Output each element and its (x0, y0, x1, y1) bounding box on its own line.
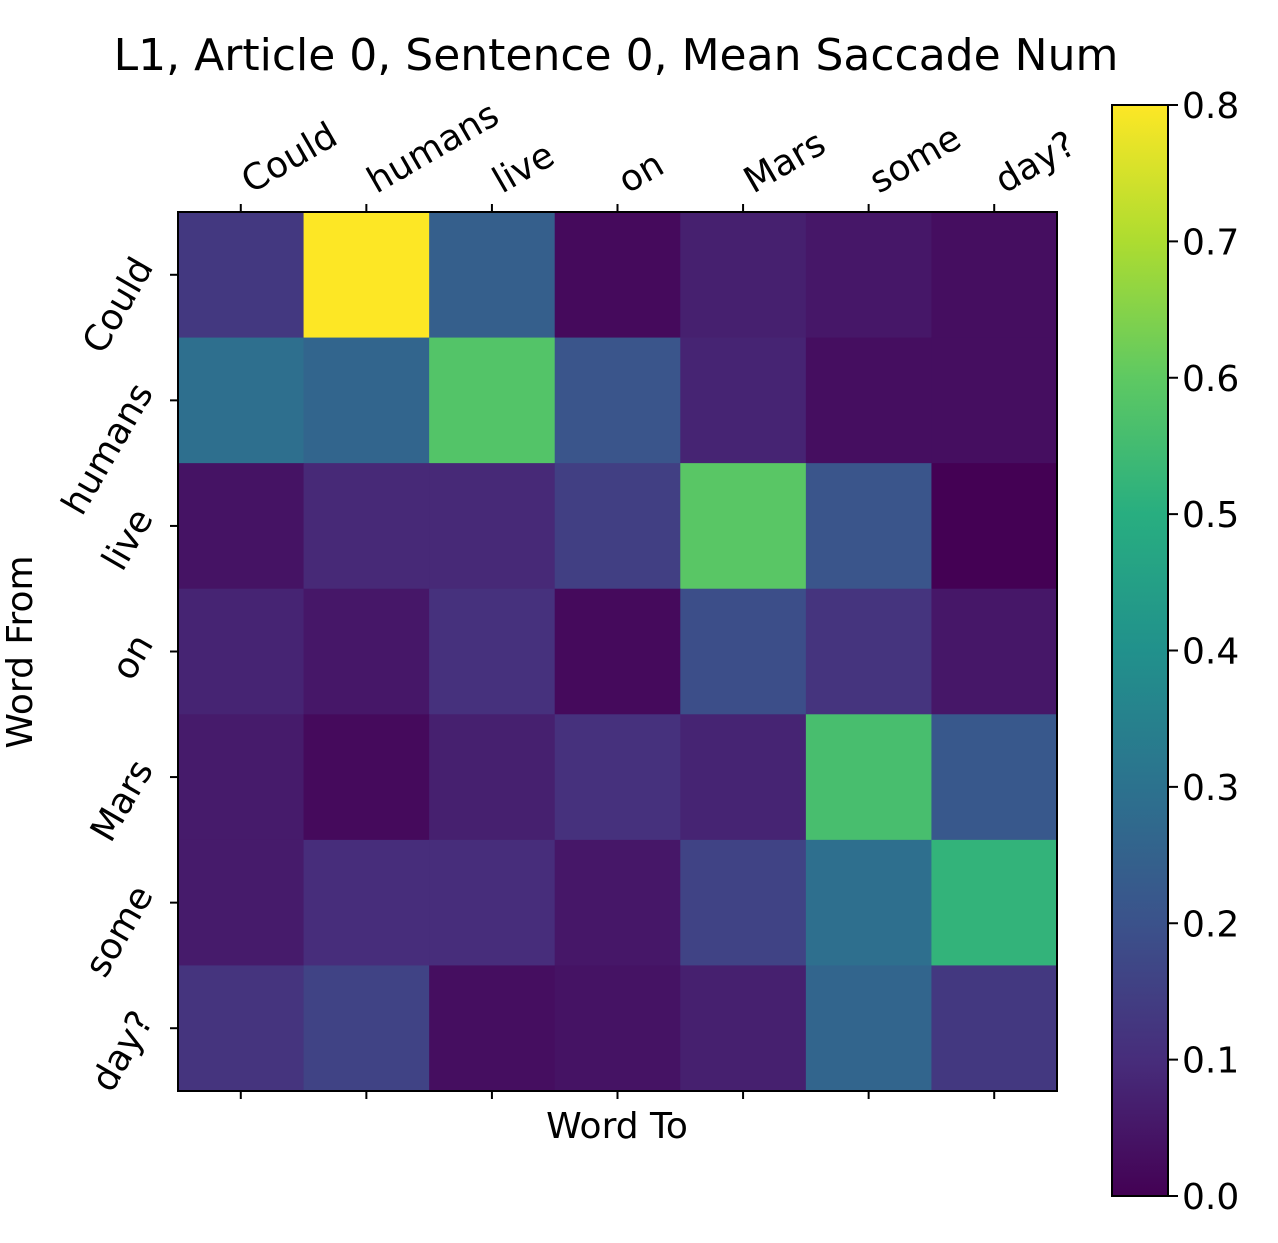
y-tick-label: Mars (83, 753, 162, 849)
heatmap-cell (805, 714, 933, 841)
y-tick-label: Could (75, 251, 162, 361)
heatmap-cell (554, 212, 681, 339)
x-tick-label: Mars (737, 123, 833, 202)
y-tick-label: humans (54, 376, 162, 522)
heatmap-cell (178, 714, 305, 841)
x-tick-label: on (612, 144, 671, 202)
x-axis-label: Word To (546, 1106, 688, 1147)
heatmap-cell (680, 337, 807, 464)
heatmap-cell (303, 463, 430, 590)
heatmap-cell (554, 588, 681, 715)
colorbar-tick-label: 0.6 (1182, 359, 1239, 400)
heatmap-cell (805, 463, 933, 590)
heatmap-cell (303, 337, 430, 464)
heatmap-cell (178, 337, 305, 464)
heatmap-cells (178, 212, 1058, 1092)
heatmap-cell (931, 588, 1058, 715)
heatmap-cell (178, 463, 305, 590)
colorbar-tick-label: 0.7 (1182, 222, 1239, 263)
heatmap-cell (429, 463, 556, 590)
heatmap-cell (429, 337, 556, 464)
heatmap-cell (931, 965, 1058, 1092)
heatmap-cell (805, 212, 933, 339)
heatmap-cell (429, 965, 556, 1092)
heatmap-cell (554, 337, 681, 464)
heatmap-cell (680, 839, 807, 967)
x-tick-label: some (863, 117, 968, 202)
y-tick-label: day? (84, 1004, 162, 1098)
heatmap-cell (680, 965, 807, 1092)
heatmap-cell (931, 212, 1058, 339)
y-axis-label: Word From (0, 555, 41, 748)
heatmap-cell (805, 839, 933, 967)
x-tick-label: humans (360, 94, 506, 202)
heatmap-cell (303, 839, 430, 967)
x-tick-label: live (486, 135, 561, 202)
y-tick-label: on (104, 628, 162, 687)
heatmap-cell (554, 839, 681, 967)
plot-frame (177, 211, 1058, 1092)
heatmap-cell (931, 714, 1058, 841)
colorbar-tick-label: 0.1 (1182, 1041, 1239, 1082)
heatmap-cell (429, 839, 556, 967)
chart-title: L1, Article 0, Sentence 0, Mean Saccade … (114, 30, 1119, 81)
heatmap-cell (429, 212, 556, 339)
colorbar-tick-label: 0.8 (1182, 86, 1239, 127)
heatmap-cell (931, 463, 1058, 590)
y-tick-label: some (77, 879, 162, 984)
heatmap-cell (303, 714, 430, 841)
heatmap-cell (303, 588, 430, 715)
heatmap-cell (931, 839, 1058, 967)
x-tick-label: day? (988, 124, 1082, 202)
heatmap-cell (178, 588, 305, 715)
heatmap-cell (303, 212, 430, 339)
heatmap-cell (303, 965, 430, 1092)
colorbar-ticks: 0.0 0.1 0.2 0.3 0.4 0.5 0.6 0.7 0.8 (1168, 86, 1239, 1218)
heatmap-cell (178, 212, 305, 339)
heatmap-cell (178, 965, 305, 1092)
heatmap-cell (805, 588, 933, 715)
x-tick-label: Could (235, 115, 345, 202)
colorbar (1111, 104, 1169, 1197)
colorbar-tick-label: 0.2 (1182, 904, 1239, 945)
heatmap-cell (429, 588, 556, 715)
heatmap-cell (805, 965, 933, 1092)
y-tick-label: live (95, 502, 162, 577)
colorbar-tick-label: 0.0 (1182, 1177, 1239, 1218)
heatmap-cell (680, 463, 807, 590)
heatmap-cell (680, 212, 807, 339)
heatmap-cell (178, 839, 305, 967)
heatmap-cell (680, 714, 807, 841)
heatmap-cell (429, 714, 556, 841)
colorbar-tick-label: 0.4 (1182, 632, 1239, 673)
heatmap-cell (554, 965, 681, 1092)
heatmap-cell (554, 714, 681, 841)
heatmap-cell (554, 463, 681, 590)
heatmap-cell (680, 588, 807, 715)
colorbar-tick-label: 0.5 (1182, 495, 1239, 536)
heatmap-cell (805, 337, 933, 464)
colorbar-tick-label: 0.3 (1182, 768, 1239, 809)
heatmap-cell (931, 337, 1058, 464)
